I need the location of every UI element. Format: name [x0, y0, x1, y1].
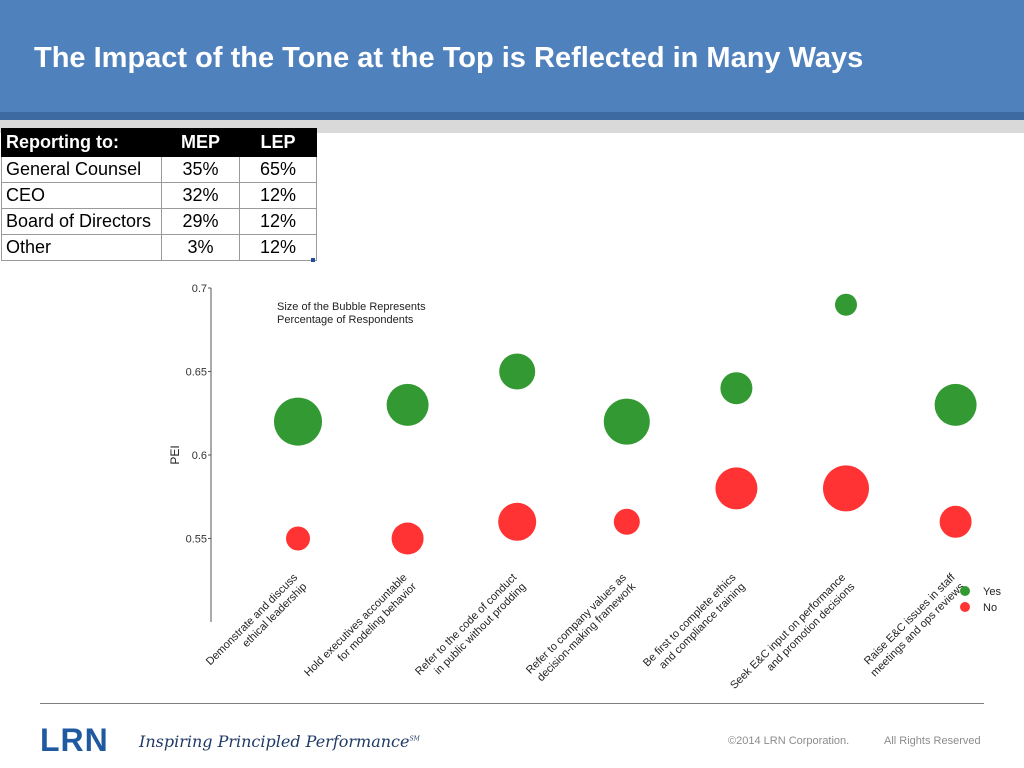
- bubble-yes: [720, 372, 753, 405]
- bubble-yes: [386, 383, 429, 426]
- rights-text: All Rights Reserved: [884, 735, 981, 747]
- category-label-line: Be first to complete ethics: [641, 571, 739, 669]
- y-tick-label: 0.7: [192, 283, 207, 295]
- category-label: Seek E&C input on performanceand promoti…: [728, 571, 858, 700]
- y-tick-label: 0.55: [186, 534, 207, 546]
- bubble-chart: 0.7 0.65 0.6 0.55 PEI Size of the Bubble Repr…: [168, 283, 1001, 700]
- bubble-no: [613, 508, 640, 535]
- category-label: Be first to complete ethicsand complianc…: [641, 571, 748, 678]
- service-mark: SM: [409, 735, 420, 743]
- table-cell: CEO: [1, 182, 162, 209]
- table-row: Board of Directors 29% 12%: [1, 208, 317, 235]
- bubble-yes: [835, 293, 857, 316]
- legend-label: No: [983, 602, 997, 614]
- category-label-line: and promotion decisions: [765, 580, 858, 673]
- table-cell: 12%: [239, 234, 317, 261]
- bubble-yes: [603, 398, 650, 445]
- table-cell: 35%: [161, 156, 240, 183]
- table-row: Other 3% 12%: [1, 234, 317, 261]
- title-band-dark: [0, 112, 1024, 120]
- category-label-line: Raise E&C issues in staff: [862, 571, 958, 667]
- bubble-no: [715, 467, 758, 510]
- title-bar: The Impact of the Tone at the Top is Ref…: [0, 0, 1024, 112]
- y-tick-label: 0.6: [192, 450, 207, 462]
- bubble-size-note: Percentage of Respondents: [277, 314, 414, 326]
- category-label: Raise E&C issues in staffmeetings and op…: [859, 571, 967, 679]
- table-resize-handle: [311, 258, 315, 262]
- bubble-no: [939, 505, 972, 538]
- tagline: Inspiring Principled PerformanceSM: [139, 732, 420, 751]
- table-cell: General Counsel: [1, 156, 162, 183]
- category-label-line: for modeling behavior: [336, 581, 420, 665]
- category-label: Refer to the code of conductin public wi…: [413, 572, 528, 687]
- table-cell: 12%: [239, 182, 317, 209]
- table-cell: Board of Directors: [1, 208, 162, 235]
- bubble-yes: [499, 353, 536, 390]
- category-label: Hold executives accountablefor modeling …: [302, 571, 419, 688]
- table-header: LEP: [239, 128, 317, 157]
- table-header-row: Reporting to: MEP LEP: [1, 128, 317, 157]
- table-cell: Other: [1, 234, 162, 261]
- bubble-no: [823, 465, 869, 512]
- legend-swatch-yes: [960, 586, 970, 596]
- category-label-line: meetings and ops reviews: [868, 580, 967, 679]
- y-axis-label: PEI: [168, 445, 182, 464]
- category-label-line: Hold executives accountable: [302, 572, 410, 680]
- bubble-size-note: Size of the Bubble Represents: [277, 301, 426, 313]
- category-label: Refer to company values asdecision-makin…: [524, 571, 638, 685]
- table-header: MEP: [161, 128, 240, 157]
- bubble-no: [286, 526, 310, 551]
- category-label-line: decision-making framework: [535, 580, 639, 684]
- tagline-text: Inspiring Principled Performance: [139, 732, 410, 751]
- legend-swatch-no: [960, 602, 970, 612]
- legend-label: Yes: [983, 586, 1001, 598]
- slide-title: The Impact of the Tone at the Top is Ref…: [34, 42, 864, 74]
- bubble-no: [498, 502, 537, 541]
- table-row: CEO 32% 12%: [1, 182, 317, 209]
- bubble-yes: [274, 397, 322, 446]
- table-row: General Counsel 35% 65%: [1, 156, 317, 183]
- category-label-line: Refer to the code of conduct: [413, 572, 519, 678]
- lrn-logo: LRN: [40, 722, 109, 758]
- table-cell: 29%: [161, 208, 240, 235]
- category-label-line: in public without prodding: [432, 581, 528, 677]
- bubble-no: [391, 522, 424, 555]
- table-header: Reporting to:: [1, 128, 162, 157]
- category-label-line: Demonstrate and discuss: [204, 571, 301, 668]
- reporting-table: Reporting to: MEP LEP General Counsel 35…: [1, 128, 317, 261]
- copyright-text: ©2014 LRN Corporation.: [728, 735, 850, 747]
- y-tick-label: 0.65: [186, 367, 207, 379]
- bubble-yes: [934, 383, 977, 426]
- footer-rule: [40, 703, 984, 704]
- category-label: Demonstrate and discussethical leadershi…: [204, 571, 310, 677]
- category-label-line: Refer to company values as: [524, 571, 629, 676]
- table-cell: 3%: [161, 234, 240, 261]
- category-label-line: and compliance training: [657, 581, 748, 672]
